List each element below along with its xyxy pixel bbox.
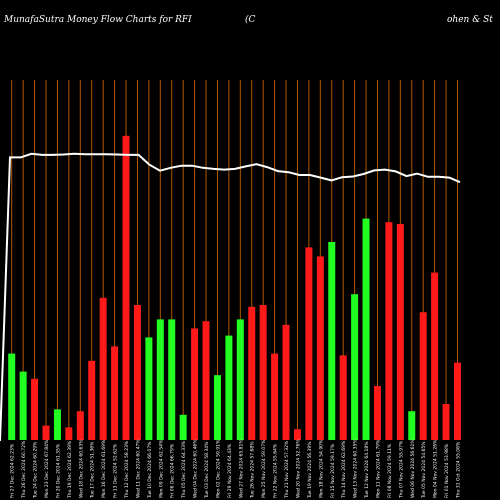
x-tick-label: Thu 19 Dec 2024 62.39% — [67, 440, 73, 499]
x-tick-label: Wed 20 Nov 2024 52.76% — [295, 439, 301, 498]
x-tick-label: Fri 20 Dec 2024 61.35% — [55, 443, 61, 498]
x-axis-labels: Fri 27 Dec 2024 62.23% Thu 26 Dec 2024 60… — [10, 439, 462, 499]
bar-green — [179, 414, 187, 440]
x-tick-label: Mon 18 Nov 2024 54.90% — [318, 439, 324, 498]
bar-green — [145, 337, 153, 440]
x-tick-label: Wed 11 Dec 2024 60.47% — [135, 439, 141, 498]
x-tick-label: Thu 31 Oct 2024 55.06% — [455, 441, 461, 499]
price-line-layer — [0, 152, 461, 442]
bar-red — [191, 328, 199, 440]
x-tick-label: Thu 12 Dec 2024 58.23% — [124, 440, 130, 499]
bar-green — [408, 411, 416, 440]
chart-header: MunafaSutra Money Flow Charts for RFI (C… — [0, 0, 500, 30]
bar-red — [339, 355, 347, 440]
x-tick-label: Fri 29 Nov 2024 64.43% — [227, 443, 233, 498]
bar-red — [431, 272, 439, 440]
x-tick-label: Wed 18 Dec 2024 60.63% — [78, 439, 84, 498]
x-tick-label: Tue 17 Dec 2024 51.36% — [90, 441, 96, 499]
x-tick-label: Mon 02 Dec 2024 59.91% — [215, 439, 221, 498]
chart-title-company: ohen & St — [447, 15, 493, 25]
price-line — [0, 152, 461, 442]
x-tick-label: Thu 07 Nov 2024 55.97% — [398, 440, 404, 499]
x-tick-label: Wed 06 Nov 2024 56.61% — [410, 439, 416, 498]
x-tick-label: Tue 26 Nov 2024 57.68% — [250, 441, 256, 499]
bar-red — [316, 256, 324, 440]
x-tick-label: Tue 10 Dec 2024 66.07% — [147, 441, 153, 499]
x-tick-label: Fri 01 Nov 2024 53.98% — [444, 443, 450, 498]
bar-red — [248, 306, 256, 440]
bar-red — [396, 224, 404, 440]
bars — [8, 135, 461, 441]
bar-green — [236, 319, 244, 440]
x-tick-label: Thu 05 Dec 2024 64.33% — [181, 440, 187, 499]
bar-green — [328, 242, 336, 440]
bar-green — [8, 353, 16, 440]
bar-green — [351, 294, 359, 440]
x-tick-label: Mon 16 Dec 2024 61.69% — [101, 439, 107, 498]
bar-green — [53, 409, 61, 440]
x-tick-label: Tue 05 Nov 2024 54.65% — [421, 441, 427, 499]
x-tick-label: Mon 04 Nov 2024 51.26% — [433, 439, 439, 498]
bar-red — [31, 378, 39, 440]
chart-title: MunafaSutra Money Flow Charts for RFI — [4, 15, 192, 25]
x-tick-label: Thu 14 Nov 2024 62.69% — [341, 440, 347, 499]
bar-red — [271, 353, 279, 440]
x-tick-label: Fri 08 Nov 2024 59.11% — [387, 443, 393, 498]
x-tick-label: Tue 12 Nov 2024 64.18% — [364, 441, 370, 499]
x-tick-label: Mon 11 Nov 2024 61.79% — [375, 439, 381, 498]
x-tick-label: Thu 21 Nov 2024 57.32% — [284, 440, 290, 499]
x-tick-label: Thu 26 Dec 2024 60.72% — [21, 440, 27, 499]
x-tick-label: Wed 27 Nov 2024 65.81% — [238, 439, 244, 498]
bar-red — [133, 305, 141, 440]
bar-green — [213, 375, 221, 440]
bar-red — [373, 386, 381, 440]
chart-title-ticker-open: (C — [245, 15, 256, 25]
bar-red — [385, 222, 393, 440]
x-tick-label: Fri 27 Dec 2024 62.23% — [10, 443, 16, 498]
bar-red — [453, 362, 461, 440]
bar-red — [305, 247, 313, 440]
bar-green — [225, 335, 233, 440]
x-tick-label: Wed 04 Dec 2024 60.46% — [193, 439, 199, 498]
bar-red — [42, 425, 50, 440]
x-tick-label: Fri 15 Nov 2024 59.17% — [330, 443, 336, 498]
bar-red — [202, 321, 210, 440]
bar-red — [65, 427, 73, 440]
x-tick-label: Fri 22 Nov 2024 55.64% — [273, 443, 279, 498]
bar-green — [362, 218, 370, 440]
x-tick-label: Mon 25 Nov 2024 59.07% — [261, 439, 267, 498]
bar-red — [122, 135, 130, 441]
x-tick-label: Fri 06 Dec 2024 66.79% — [170, 443, 176, 498]
bar-red — [88, 360, 96, 440]
bar-red — [76, 411, 84, 440]
x-tick-label: Tue 19 Nov 2024 56.39% — [307, 441, 313, 499]
bar-green — [19, 371, 27, 440]
bar-green — [168, 319, 176, 440]
bar-red — [282, 324, 290, 440]
bar-red — [419, 312, 427, 440]
x-tick-label: Tue 03 Dec 2024 58.34% — [204, 441, 210, 499]
bar-green — [156, 319, 164, 440]
x-tick-label: Wed 13 Nov 2024 60.35% — [353, 439, 359, 498]
bar-red — [111, 346, 119, 440]
bar-red — [99, 297, 107, 440]
bar-red — [442, 404, 450, 440]
bar-red — [259, 305, 267, 440]
bar-red — [293, 429, 301, 440]
x-tick-label: Tue 24 Dec 2024 60.29% — [33, 441, 39, 499]
x-tick-label: Fri 13 Dec 2024 52.62% — [113, 443, 119, 498]
x-tick-label: Mon 09 Dec 2024 62.54% — [158, 439, 164, 498]
x-tick-label: Mon 23 Dec 2024 67.84% — [44, 439, 50, 498]
